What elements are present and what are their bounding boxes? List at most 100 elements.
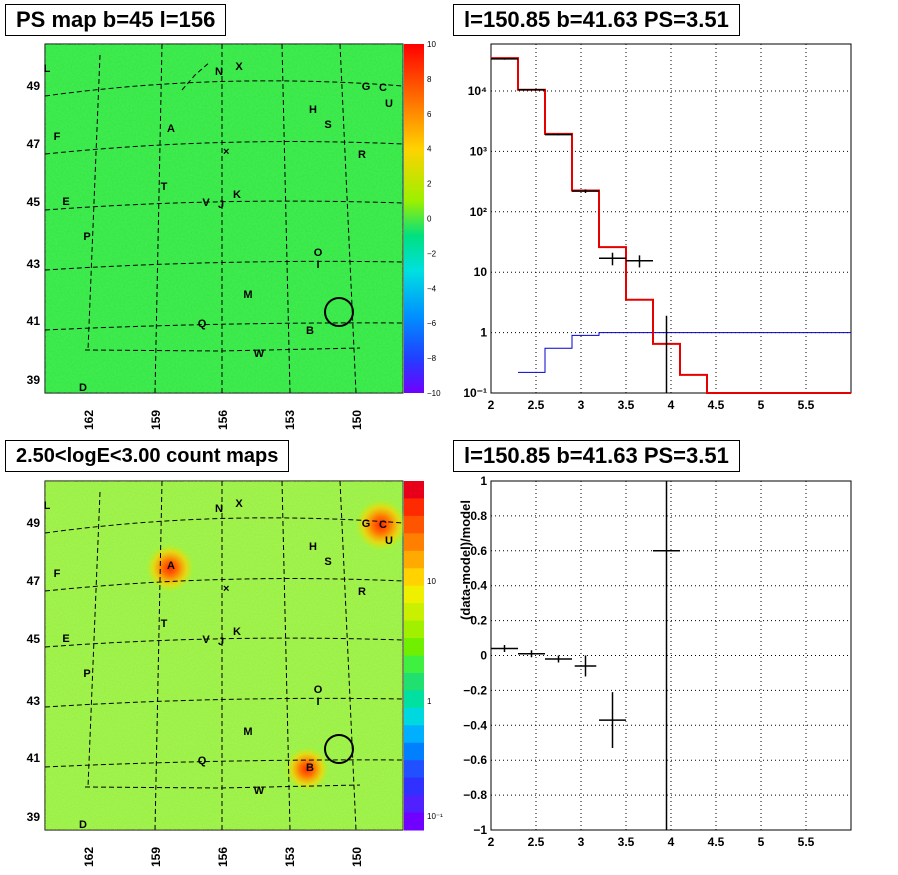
source-label-P: P — [83, 668, 90, 680]
colorbar-step — [404, 603, 424, 622]
source-label-N: N — [215, 66, 223, 78]
ps-colorbar-tick: 2 — [427, 180, 432, 189]
spectrum-y-tick: 10² — [470, 205, 487, 219]
source-label-W: W — [254, 785, 265, 797]
spectrum-x-tick: 3 — [578, 398, 585, 412]
map-x-tick: 162 — [82, 410, 96, 430]
source-label-G: G — [362, 81, 371, 93]
ps-map-coordinate-grid — [44, 43, 404, 394]
residual-data-points — [491, 481, 680, 830]
source-label-S: S — [324, 556, 331, 568]
ps-colorbar-tick: 8 — [427, 75, 432, 84]
source-label-T: T — [161, 181, 168, 193]
colorbar-step — [404, 515, 424, 534]
ps-colorbar-tick: 0 — [427, 215, 432, 224]
source-label-V: V — [202, 634, 210, 646]
svg-text:×: × — [223, 583, 229, 595]
source-label-B: B — [306, 762, 314, 774]
residual-title: l=150.85 b=41.63 PS=3.51 — [453, 440, 740, 472]
source-label-D: D — [79, 819, 87, 831]
colorbar-step — [404, 777, 424, 796]
residual-y-ticks: −1 −0.8 −0.6 −0.4 −0.2 0 0.2 0.4 0.6 0.8 1 — [463, 474, 487, 837]
colorbar-step — [404, 550, 424, 569]
source-label-P: P — [83, 231, 90, 243]
map-y-tick: 43 — [27, 257, 41, 271]
count-map-title: 2.50<logE<3.00 count maps — [5, 440, 290, 472]
residual-y-tick: −1 — [473, 823, 487, 837]
count-map-y-ticks: 49 47 45 43 41 39 — [27, 516, 41, 824]
colorbar-step — [404, 725, 424, 744]
source-label-F: F — [54, 568, 61, 580]
residual-y-tick: −0.4 — [463, 718, 487, 732]
source-label-N: N — [215, 503, 223, 515]
ps-colorbar-tick: −8 — [427, 354, 437, 363]
map-x-tick: 156 — [216, 847, 230, 867]
map-x-tick: 159 — [149, 847, 163, 867]
hotspot-B — [285, 747, 329, 791]
map-x-tick: 156 — [216, 410, 230, 430]
source-label-O: O — [314, 247, 323, 259]
colorbar-step — [404, 481, 424, 499]
source-label-J: J — [218, 199, 224, 211]
source-label-T: T — [161, 618, 168, 630]
spectrum-title: l=150.85 b=41.63 PS=3.51 — [453, 4, 740, 36]
colorbar-step — [404, 620, 424, 639]
colorbar-step — [404, 760, 424, 779]
source-label-C: C — [379, 82, 387, 94]
hotspot-C — [355, 499, 407, 551]
source-label-X: X — [235, 61, 243, 73]
colorbar-step — [404, 707, 424, 726]
source-label-D: D — [79, 382, 87, 394]
residual-y-axis-label: (data-model)/model — [458, 500, 473, 620]
ps-colorbar-tick: −2 — [427, 249, 437, 258]
residual-x-tick: 3 — [578, 835, 585, 849]
source-label-F: F — [54, 131, 61, 143]
spectrum-frame — [490, 43, 852, 394]
map-y-tick: 49 — [27, 79, 41, 93]
spectrum-y-tick: 10 — [474, 265, 488, 279]
ps-colorbar — [404, 44, 424, 393]
residual-x-tick: 2.5 — [528, 835, 545, 849]
source-label-G: G — [362, 518, 371, 530]
source-label-H: H — [309, 104, 317, 116]
spectrum-y-tick: 10⁻¹ — [463, 386, 487, 400]
residual-y-tick: −0.8 — [463, 788, 487, 802]
map-y-tick: 41 — [27, 751, 41, 765]
residual-y-tick: −0.6 — [463, 753, 487, 767]
x-marker: × — [223, 146, 229, 158]
spectrum-x-tick: 5.5 — [798, 398, 815, 412]
map-y-tick: 47 — [27, 137, 41, 151]
residual-y-tick: 0.4 — [470, 579, 487, 593]
colorbar-step — [404, 795, 424, 814]
residual-y-tick: 0.8 — [470, 509, 487, 523]
spectrum-x-tick: 5 — [758, 398, 765, 412]
source-label-J: J — [218, 636, 224, 648]
ps-colorbar-ticks: 10 8 6 4 2 0 −2 −4 −6 −8 −10 — [427, 40, 441, 398]
ps-map-title: PS map b=45 l=156 — [5, 4, 227, 36]
source-label-W: W — [254, 348, 265, 360]
residual-grid — [490, 480, 851, 831]
colorbar-step — [404, 655, 424, 674]
residual-x-tick: 5.5 — [798, 835, 815, 849]
source-label-M: M — [243, 726, 252, 738]
source-label-I: I — [316, 696, 319, 708]
source-label-L: L — [44, 500, 51, 512]
spectrum-y-ticks: 10⁻¹ 1 10 10² 10³ 10⁴ — [463, 84, 487, 400]
map-x-tick: 159 — [149, 410, 163, 430]
residual-y-tick: −0.2 — [463, 683, 487, 697]
source-label-X: X — [235, 498, 243, 510]
source-label-Q: Q — [198, 755, 207, 767]
spectrum-y-tick: 1 — [480, 326, 487, 340]
spectrum-y-tick: 10³ — [470, 144, 487, 158]
colorbar-step — [404, 672, 424, 691]
source-label-U: U — [385, 98, 393, 110]
count-map-panel: × 10 1 10⁻¹ 49 47 45 43 41 39 162 159 156 153 150 L… — [27, 480, 443, 867]
residual-panel: 2 2.5 3 3.5 4 4.5 5 5.5 −1 −0.8 −0.6 −0.4 −0.2 0 0.2 0… — [458, 474, 852, 849]
source-label-B: B — [306, 325, 314, 337]
residual-x-ticks: 2 2.5 3 3.5 4 4.5 5 5.5 — [488, 835, 815, 849]
residual-x-tick: 4.5 — [708, 835, 725, 849]
map-y-tick: 45 — [27, 632, 41, 646]
colorbar-step — [404, 568, 424, 587]
source-label-A: A — [167, 123, 175, 135]
